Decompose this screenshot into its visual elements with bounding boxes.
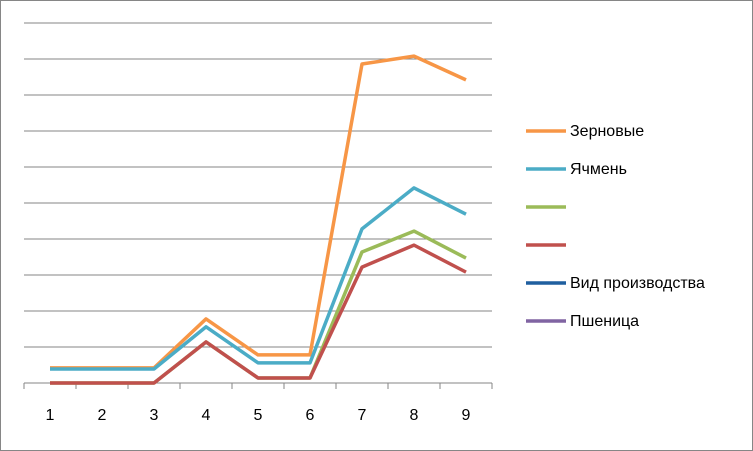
x-tick-label: 1 bbox=[46, 407, 55, 424]
legend-label: Ячмень bbox=[570, 161, 627, 178]
x-tick-label: 7 bbox=[358, 407, 367, 424]
x-tick-label: 4 bbox=[202, 407, 211, 424]
series-line bbox=[50, 186, 467, 371]
legend-label: Вид производства bbox=[570, 275, 705, 292]
x-tick-label: 9 bbox=[462, 407, 471, 424]
series-line bbox=[50, 243, 467, 385]
legend-label: Пшеница bbox=[570, 313, 639, 330]
x-tick-label: 8 bbox=[410, 407, 419, 424]
x-tick-label: 2 bbox=[98, 407, 107, 424]
x-tick-label: 6 bbox=[306, 407, 315, 424]
x-tick-label: 5 bbox=[254, 407, 263, 424]
x-tick-label: 3 bbox=[150, 407, 159, 424]
legend-label: Зерновые bbox=[570, 123, 644, 140]
